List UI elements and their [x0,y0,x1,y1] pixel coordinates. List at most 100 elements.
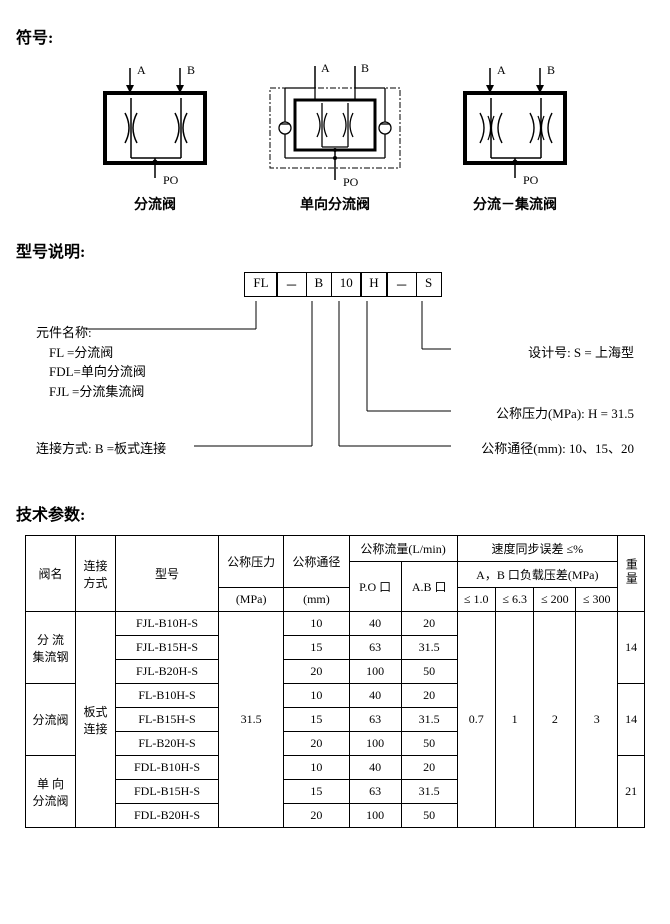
cell-dia: 15 [284,780,349,804]
cell-model: FDL-B10H-S [116,756,219,780]
cell-po: 63 [349,708,401,732]
cell-ab: 31.5 [401,780,457,804]
th-dia: 公称通径 [284,536,349,588]
model-code-boxes: FL － B 10 H － S [24,272,662,297]
svg-text:A: A [321,61,330,75]
cell-ab: 20 [401,684,457,708]
port-po-label: PO [163,173,179,187]
symbol-diverter: A B PO 分流阀 [85,58,225,214]
explain-pressure: 公称压力(MPa): H = 31.5 [496,404,634,424]
cell-po: 63 [349,636,401,660]
cell-dia: 20 [284,732,349,756]
port-b-label: B [187,63,195,77]
model-section: FL － B 10 H － S 元件名称: FL =分流阀 FDL=单向分流阀 [16,272,654,481]
symbols-heading: 符号: [16,24,654,48]
cell-w3: 21 [618,756,645,828]
cell-po: 40 [349,612,401,636]
cell-ab: 20 [401,756,457,780]
model-heading: 型号说明: [16,238,654,262]
code-box-0: FL [244,272,277,297]
cell-pressure: 31.5 [219,612,284,828]
th-model: 型号 [116,536,219,612]
th-flow-ab: A.B 口 [401,562,457,612]
th-e1: ≤ 1.0 [457,588,495,612]
th-flow: 公称流量(L/min) [349,536,457,562]
th-err-sub: A，B 口负载压差(MPa) [457,562,618,588]
cell-e3: 2 [534,612,576,828]
cell-po: 40 [349,756,401,780]
th-e2: ≤ 6.3 [495,588,533,612]
cell-name-1: 分 流 集流钢 [26,612,76,684]
cell-model: FL-B15H-S [116,708,219,732]
cell-ab: 50 [401,732,457,756]
cell-dia: 15 [284,636,349,660]
symbol3-caption: 分流－集流阀 [473,194,557,214]
code-box-3: 10 [331,272,362,297]
cell-conn: 板式 连接 [76,612,116,828]
th-weight: 重量 [618,536,645,612]
th-pressure: 公称压力 [219,536,284,588]
code-box-4: H [360,272,387,297]
th-name: 阀名 [26,536,76,612]
symbol-svg-1: A B PO [85,58,225,188]
symbol1-caption: 分流阀 [134,194,176,214]
code-box-5: － [386,272,417,297]
svg-text:PO: PO [343,175,359,188]
spec-table: 阀名 连接方式 型号 公称压力 公称通径 公称流量(L/min) 速度同步误差 … [25,535,645,828]
explain-component-name: 元件名称: FL =分流阀 FDL=单向分流阀 FJL =分流集流阀 [36,323,146,401]
svg-text:PO: PO [523,173,539,187]
symbols-row: A B PO 分流阀 A B [16,58,654,214]
cell-dia: 10 [284,684,349,708]
cell-model: FJL-B20H-S [116,660,219,684]
cell-po: 100 [349,804,401,828]
svg-text:A: A [497,63,506,77]
cell-model: FL-B10H-S [116,684,219,708]
code-box-2: B [306,272,333,297]
explain-diameter: 公称通径(mm): 10、15、20 [481,439,634,459]
th-dia-unit: (mm) [284,588,349,612]
cell-dia: 15 [284,708,349,732]
cell-po: 100 [349,660,401,684]
symbol-svg-2: A B [255,58,415,188]
cell-name-3: 单 向 分流阀 [26,756,76,828]
explain-connection: 连接方式: B =板式连接 [36,439,166,459]
cell-model: FDL-B15H-S [116,780,219,804]
symbol-div-combine: A B PO 分流－集流阀 [445,58,585,214]
cell-po: 63 [349,780,401,804]
cell-ab: 20 [401,612,457,636]
cell-w1: 14 [618,612,645,684]
cell-dia: 10 [284,756,349,780]
cell-po: 40 [349,684,401,708]
cell-e4: 3 [576,612,618,828]
params-heading: 技术参数: [16,501,654,525]
svg-text:B: B [361,61,369,75]
cell-model: FJL-B15H-S [116,636,219,660]
th-e3: ≤ 200 [534,588,576,612]
th-e4: ≤ 300 [576,588,618,612]
cell-model: FDL-B20H-S [116,804,219,828]
symbol-svg-3: A B PO [445,58,585,188]
th-err-top: 速度同步误差 ≤% [457,536,618,562]
table-row: 分 流 集流钢 板式 连接 FJL-B10H-S 31.5 10 40 20 0… [26,612,645,636]
code-box-6: S [416,272,442,297]
cell-dia: 10 [284,612,349,636]
cell-e2: 1 [495,612,533,828]
cell-name-2: 分流阀 [26,684,76,756]
cell-dia: 20 [284,660,349,684]
cell-po: 100 [349,732,401,756]
th-flow-po: P.O 口 [349,562,401,612]
explain-design: 设计号: S = 上海型 [528,343,634,363]
cell-model: FJL-B10H-S [116,612,219,636]
symbol-check-diverter: A B [255,58,415,214]
cell-dia: 20 [284,804,349,828]
symbol2-caption: 单向分流阀 [300,194,370,214]
cell-e1: 0.7 [457,612,495,828]
cell-w2: 14 [618,684,645,756]
cell-ab: 50 [401,660,457,684]
th-conn: 连接方式 [76,536,116,612]
cell-model: FL-B20H-S [116,732,219,756]
cell-ab: 31.5 [401,708,457,732]
th-pressure-unit: (MPa) [219,588,284,612]
port-a-label: A [137,63,146,77]
svg-text:B: B [547,63,555,77]
